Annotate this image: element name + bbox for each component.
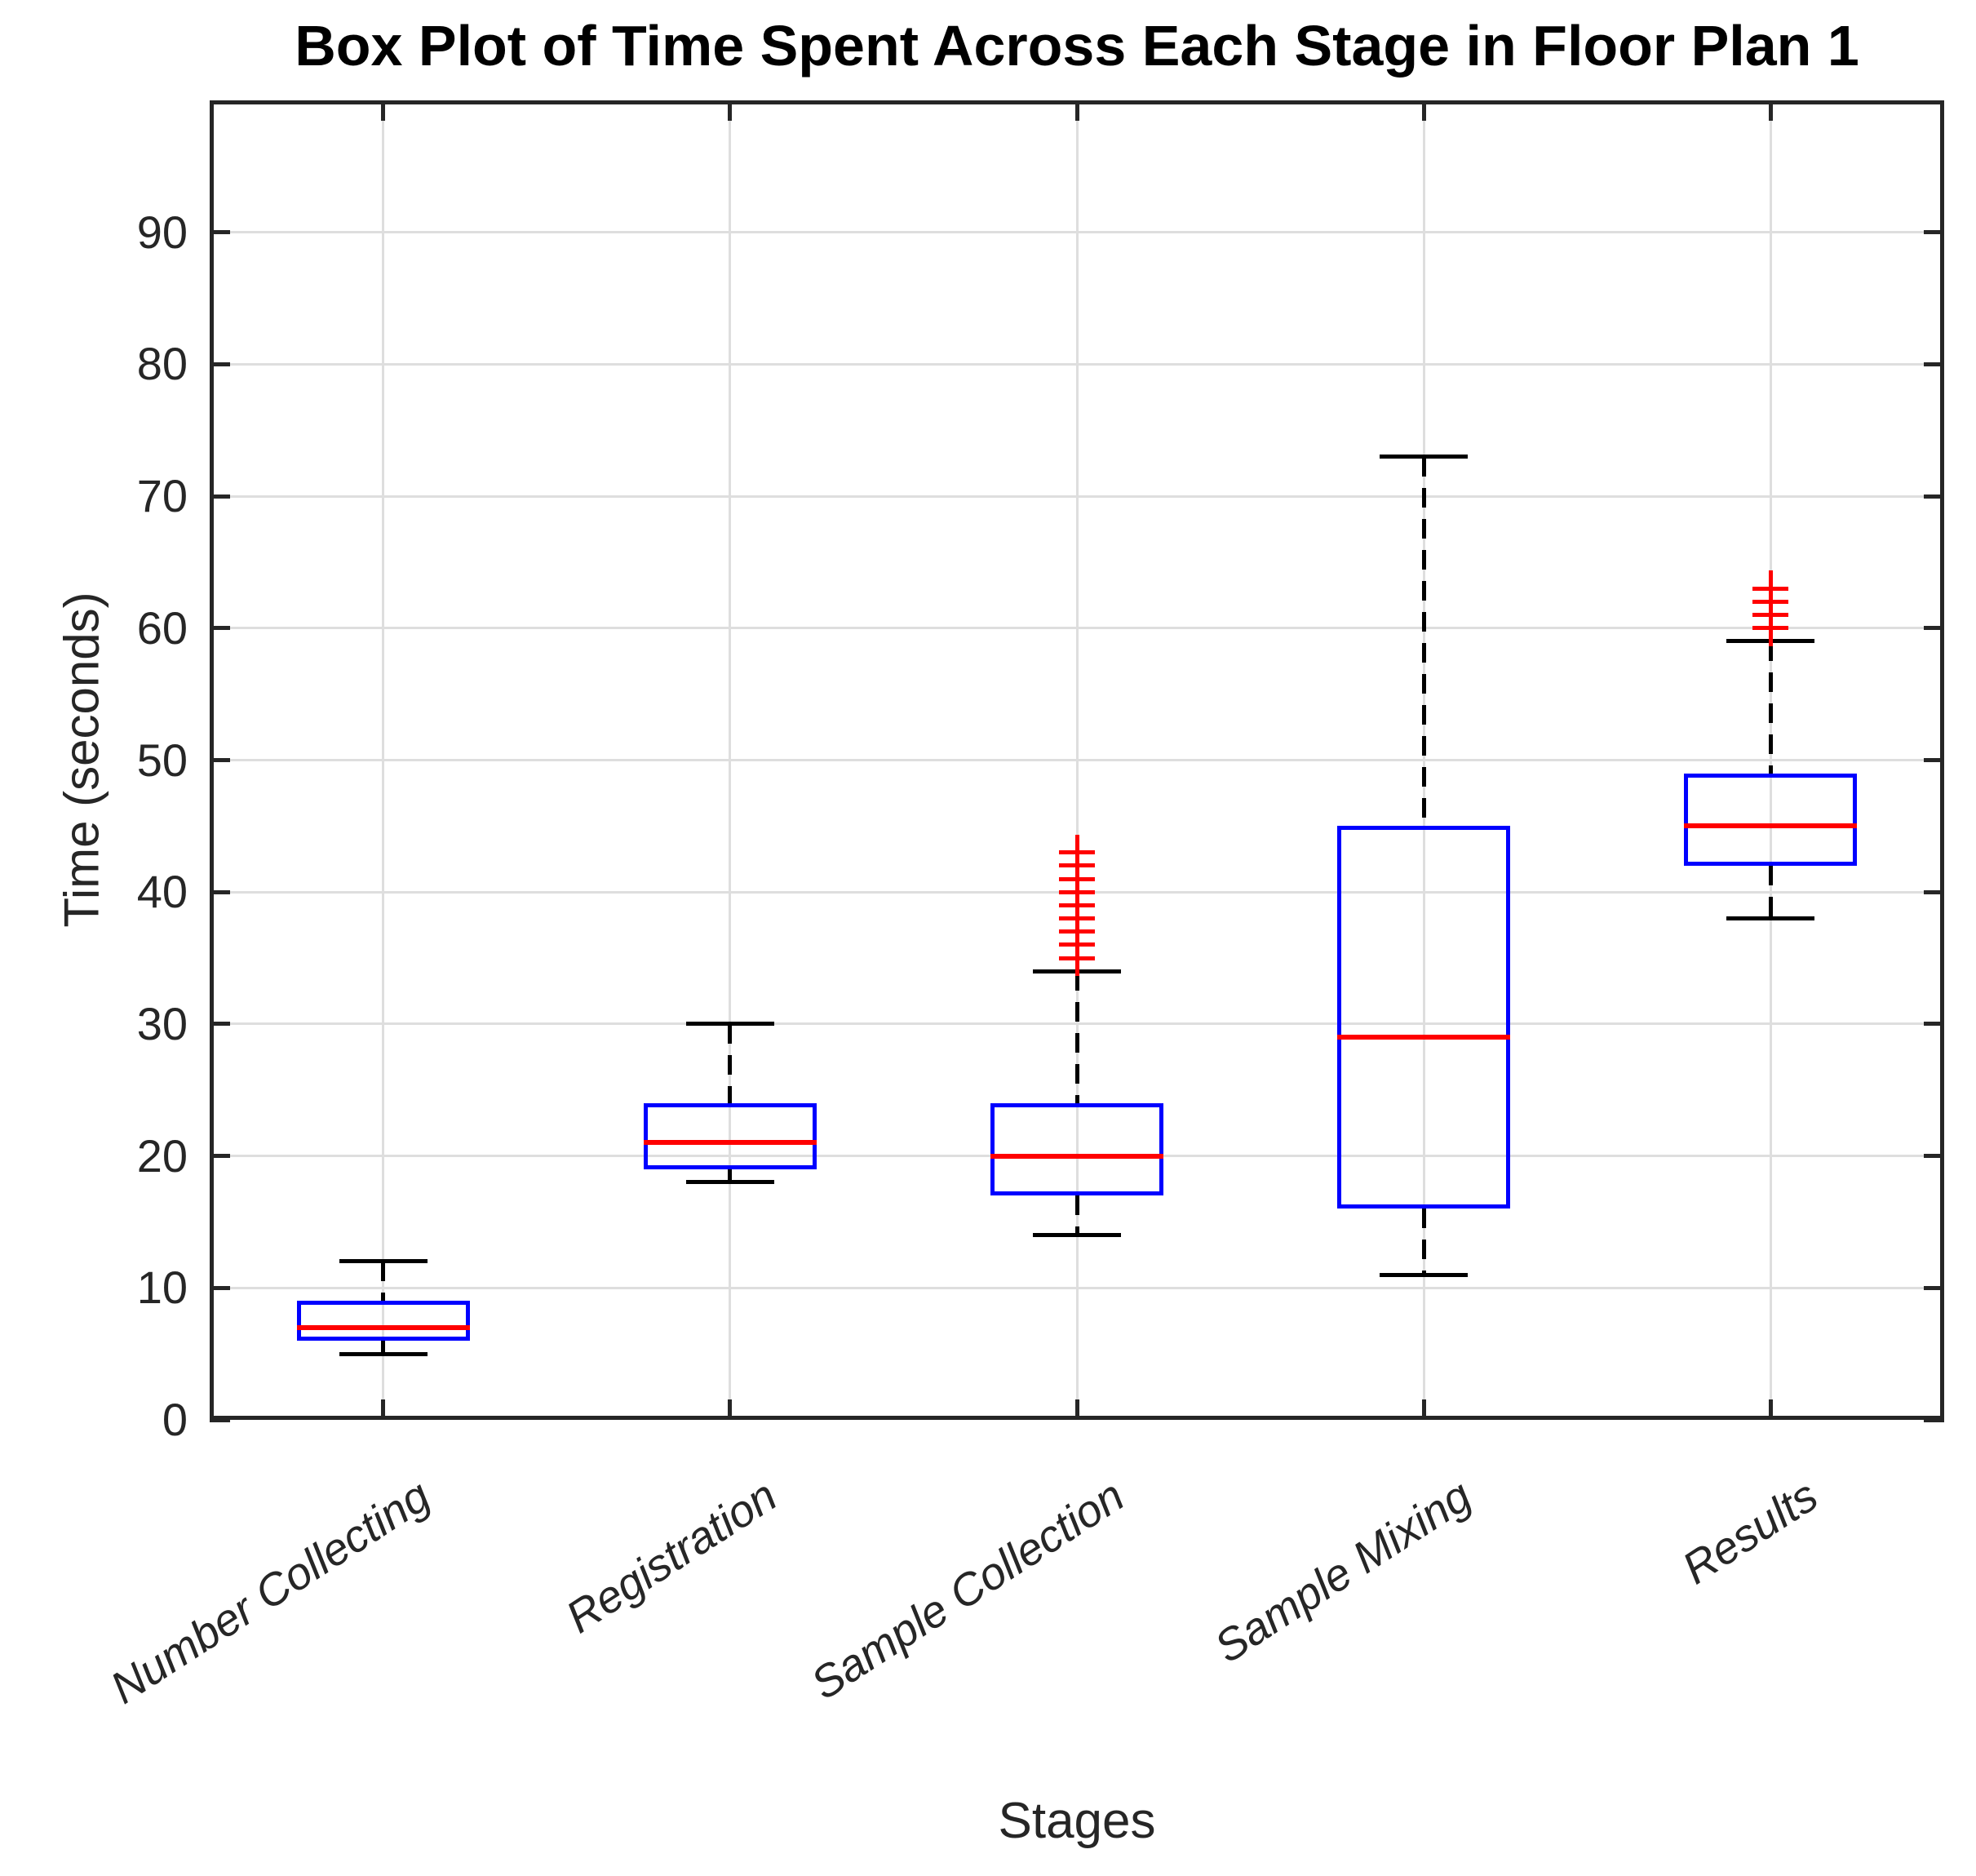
whisker-cap-lower xyxy=(339,1351,428,1356)
y-tick-right-80 xyxy=(1924,361,1944,366)
y-tick-left-90 xyxy=(210,230,230,235)
y-tick-right-50 xyxy=(1924,758,1944,762)
v-gridline-2 xyxy=(729,100,732,1420)
y-tick-left-10 xyxy=(210,1285,230,1290)
median-line xyxy=(643,1140,817,1146)
x-tick-bottom-1 xyxy=(381,1399,386,1420)
whisker-upper xyxy=(1421,456,1426,827)
whisker-lower xyxy=(1074,1195,1079,1235)
whisker-lower xyxy=(728,1169,733,1182)
y-tick-left-20 xyxy=(210,1154,230,1159)
whisker-cap-upper xyxy=(1380,455,1469,459)
whisker-cap-lower xyxy=(1726,916,1815,921)
y-tick-right-20 xyxy=(1924,1154,1944,1159)
median-line xyxy=(296,1324,470,1330)
x-tick-bottom-5 xyxy=(1768,1399,1773,1420)
x-tick-label-1: Number Collecting xyxy=(101,1470,439,1714)
x-tick-label-3: Sample Collection xyxy=(801,1470,1133,1710)
y-tick-label-20: 20 xyxy=(136,1129,188,1182)
y-tick-label-0: 0 xyxy=(162,1394,188,1445)
chart-title: Box Plot of Time Spent Across Each Stage… xyxy=(295,14,1859,78)
whisker-cap-lower xyxy=(1380,1272,1469,1277)
y-tick-right-40 xyxy=(1924,889,1944,894)
median-line xyxy=(1684,823,1858,829)
y-tick-label-30: 30 xyxy=(136,997,188,1049)
x-tick-top-4 xyxy=(1421,100,1426,121)
x-tick-label-5: Results xyxy=(1673,1470,1827,1594)
whisker-lower xyxy=(381,1340,386,1355)
whisker-cap-upper xyxy=(685,1022,774,1027)
y-tick-right-70 xyxy=(1924,494,1944,499)
y-tick-label-10: 10 xyxy=(136,1262,188,1314)
outlier-plus xyxy=(1768,570,1773,607)
median-line xyxy=(1337,1035,1511,1040)
median-line xyxy=(990,1153,1163,1159)
iqr-box xyxy=(643,1102,817,1169)
y-tick-label-60: 60 xyxy=(136,601,188,654)
x-tick-label-4: Sample Mixing xyxy=(1205,1470,1480,1673)
x-tick-label-2: Registration xyxy=(557,1470,786,1643)
x-tick-top-2 xyxy=(728,100,733,121)
v-gridline-1 xyxy=(382,100,385,1420)
x-tick-bottom-4 xyxy=(1421,1399,1426,1420)
y-tick-left-0 xyxy=(210,1417,230,1422)
iqr-box xyxy=(296,1301,470,1341)
y-tick-label-50: 50 xyxy=(136,734,188,786)
plot-area xyxy=(210,100,1944,1422)
x-axis-label: Stages xyxy=(998,1793,1156,1849)
y-tick-left-80 xyxy=(210,361,230,366)
y-tick-label-70: 70 xyxy=(136,470,188,522)
y-tick-label-40: 40 xyxy=(136,866,188,918)
whisker-upper xyxy=(1768,641,1773,774)
y-tick-right-0 xyxy=(1924,1417,1944,1422)
whisker-upper xyxy=(1074,971,1079,1103)
iqr-box xyxy=(990,1102,1163,1196)
x-tick-bottom-2 xyxy=(728,1399,733,1420)
y-tick-label-80: 80 xyxy=(136,338,188,390)
iqr-box xyxy=(1684,773,1858,866)
x-tick-top-5 xyxy=(1768,100,1773,121)
y-tick-left-30 xyxy=(210,1022,230,1027)
y-tick-right-10 xyxy=(1924,1285,1944,1290)
whisker-cap-lower xyxy=(1033,1233,1121,1238)
iqr-box xyxy=(1337,826,1511,1209)
x-tick-bottom-3 xyxy=(1074,1399,1079,1420)
whisker-lower xyxy=(1421,1209,1426,1275)
y-tick-left-40 xyxy=(210,889,230,894)
whisker-upper xyxy=(381,1261,386,1302)
whisker-lower xyxy=(1768,865,1773,919)
whisker-upper xyxy=(728,1023,733,1103)
outlier-plus xyxy=(1074,834,1079,871)
y-tick-right-60 xyxy=(1924,626,1944,631)
y-tick-left-50 xyxy=(210,758,230,762)
x-tick-top-1 xyxy=(381,100,386,121)
whisker-cap-upper xyxy=(339,1259,428,1264)
y-tick-left-70 xyxy=(210,494,230,499)
v-gridline-3 xyxy=(1075,100,1079,1420)
y-tick-right-30 xyxy=(1924,1022,1944,1027)
whisker-cap-lower xyxy=(685,1180,774,1185)
y-tick-left-60 xyxy=(210,626,230,631)
y-tick-label-90: 90 xyxy=(136,206,188,258)
x-tick-top-3 xyxy=(1074,100,1079,121)
y-tick-right-90 xyxy=(1924,230,1944,235)
